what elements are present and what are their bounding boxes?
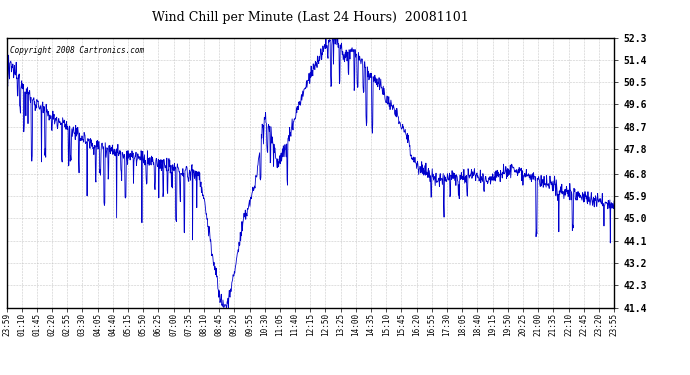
Text: Wind Chill per Minute (Last 24 Hours)  20081101: Wind Chill per Minute (Last 24 Hours) 20… <box>152 11 469 24</box>
Text: Copyright 2008 Cartronics.com: Copyright 2008 Cartronics.com <box>10 46 144 55</box>
